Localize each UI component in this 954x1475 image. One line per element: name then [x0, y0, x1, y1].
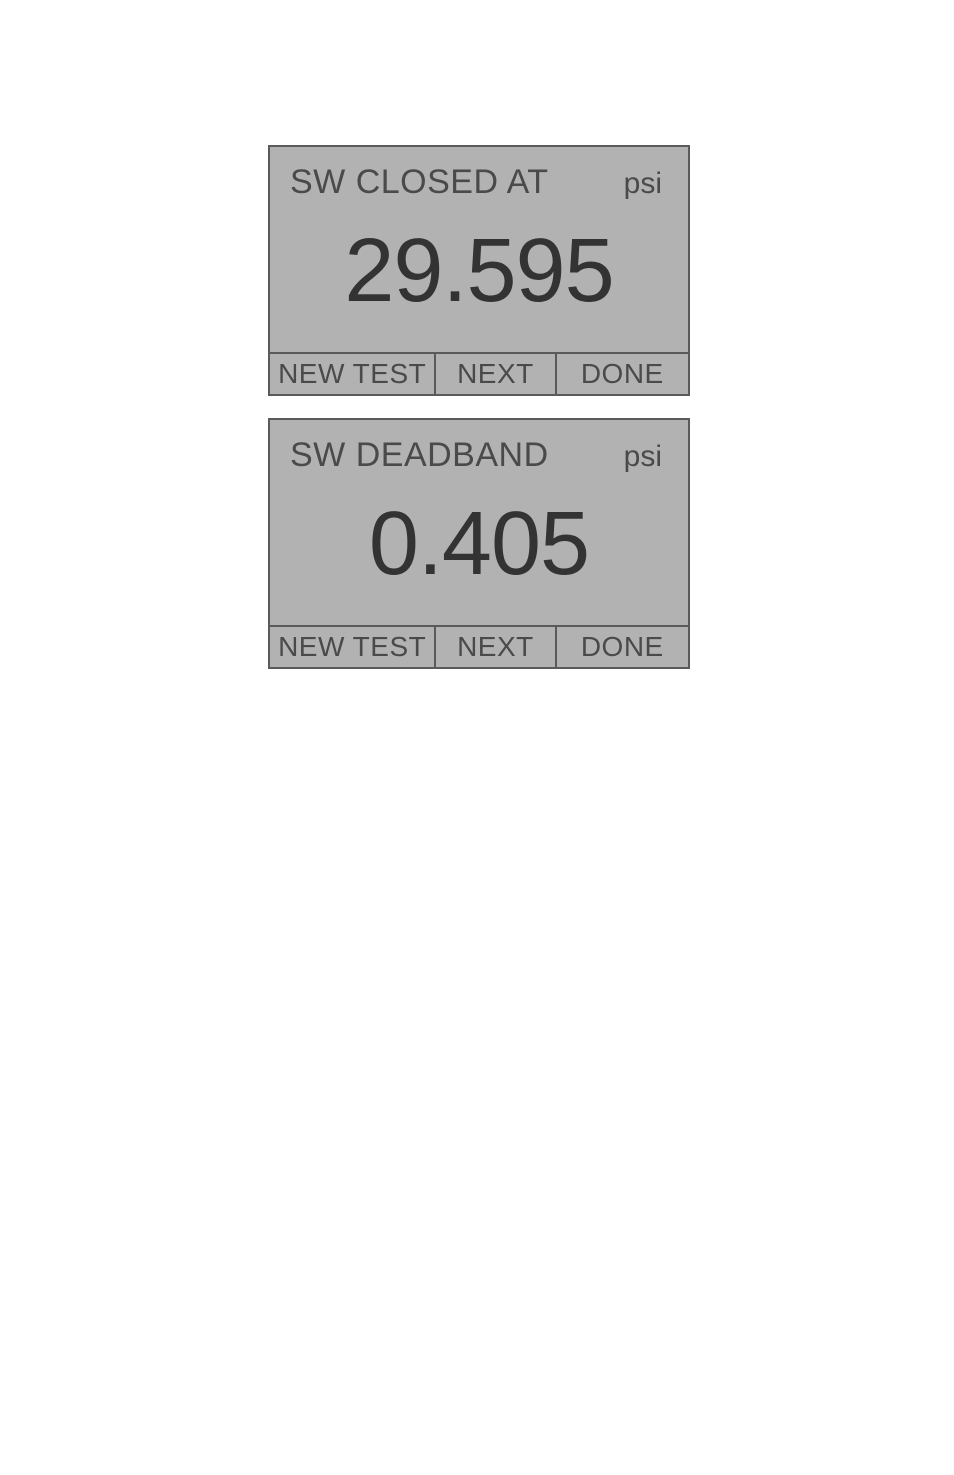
- new-test-button[interactable]: NEW TEST: [270, 627, 434, 667]
- panel-sw-closed-title: SW CLOSED AT: [290, 163, 549, 202]
- panel-sw-closed: SW CLOSED AT psi 29.595 NEW TEST NEXT DO…: [268, 145, 690, 396]
- panel-sw-closed-unit: psi: [624, 167, 668, 201]
- panel-sw-deadband-header: SW DEADBAND psi: [290, 436, 668, 475]
- panel-sw-closed-body: SW CLOSED AT psi 29.595: [270, 147, 688, 352]
- panel-sw-deadband: SW DEADBAND psi 0.405 NEW TEST NEXT DONE: [268, 418, 690, 669]
- new-test-button[interactable]: NEW TEST: [270, 354, 434, 394]
- panel-sw-deadband-unit: psi: [624, 440, 668, 474]
- panel-sw-deadband-title: SW DEADBAND: [290, 436, 549, 475]
- panel-sw-deadband-buttons: NEW TEST NEXT DONE: [270, 625, 688, 667]
- panel-stack: SW CLOSED AT psi 29.595 NEW TEST NEXT DO…: [268, 145, 690, 669]
- panel-sw-deadband-body: SW DEADBAND psi 0.405: [270, 420, 688, 625]
- done-button[interactable]: DONE: [555, 354, 688, 394]
- panel-sw-closed-buttons: NEW TEST NEXT DONE: [270, 352, 688, 394]
- panel-sw-closed-value: 29.595: [290, 226, 668, 316]
- next-button[interactable]: NEXT: [434, 354, 554, 394]
- page-root: SW CLOSED AT psi 29.595 NEW TEST NEXT DO…: [0, 0, 954, 1475]
- next-button[interactable]: NEXT: [434, 627, 554, 667]
- panel-sw-closed-header: SW CLOSED AT psi: [290, 163, 668, 202]
- panel-sw-deadband-value: 0.405: [290, 499, 668, 589]
- done-button[interactable]: DONE: [555, 627, 688, 667]
